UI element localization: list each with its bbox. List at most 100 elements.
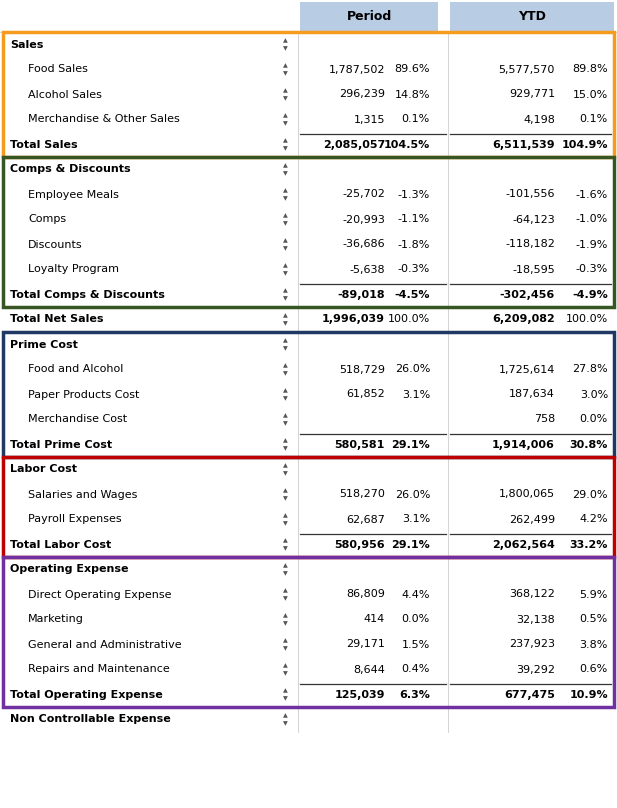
Text: -4.9%: -4.9% <box>572 289 608 300</box>
Text: ▲: ▲ <box>283 238 288 243</box>
Text: ▼: ▼ <box>283 46 288 51</box>
Text: Alcohol Sales: Alcohol Sales <box>28 90 102 99</box>
Text: 580,956: 580,956 <box>334 540 385 549</box>
Text: ▼: ▼ <box>283 321 288 326</box>
Text: 1,996,039: 1,996,039 <box>322 314 385 325</box>
Text: ▲: ▲ <box>283 438 288 443</box>
Text: -20,993: -20,993 <box>342 214 385 225</box>
Text: 100.0%: 100.0% <box>566 314 608 325</box>
Text: ▲: ▲ <box>283 463 288 468</box>
Text: ▼: ▼ <box>283 496 288 501</box>
Text: Marketing: Marketing <box>28 615 84 625</box>
Text: 62,687: 62,687 <box>346 515 385 524</box>
Text: -89,018: -89,018 <box>337 289 385 300</box>
Text: 15.0%: 15.0% <box>573 90 608 99</box>
Text: -0.3%: -0.3% <box>576 264 608 275</box>
Text: 1,315: 1,315 <box>354 115 385 124</box>
Text: ▲: ▲ <box>283 388 288 393</box>
Bar <box>3 457 614 557</box>
Text: ▼: ▼ <box>283 271 288 276</box>
Text: Discounts: Discounts <box>28 239 83 250</box>
Text: 0.0%: 0.0% <box>402 615 430 625</box>
Text: 0.1%: 0.1% <box>580 115 608 124</box>
Text: 518,729: 518,729 <box>339 364 385 374</box>
Text: 8,644: 8,644 <box>353 664 385 675</box>
Text: 86,809: 86,809 <box>346 590 385 600</box>
Text: 5.9%: 5.9% <box>579 590 608 600</box>
Text: 0.1%: 0.1% <box>402 115 430 124</box>
Text: -1.1%: -1.1% <box>398 214 430 225</box>
Text: Operating Expense: Operating Expense <box>10 565 128 574</box>
Text: 237,923: 237,923 <box>509 639 555 650</box>
Text: 0.6%: 0.6% <box>580 664 608 675</box>
Text: ▼: ▼ <box>283 246 288 251</box>
Text: -1.0%: -1.0% <box>576 214 608 225</box>
Text: Repairs and Maintenance: Repairs and Maintenance <box>28 664 170 675</box>
Text: ▲: ▲ <box>283 188 288 193</box>
Text: ▲: ▲ <box>283 663 288 668</box>
Text: 4,198: 4,198 <box>523 115 555 124</box>
Bar <box>300 2 438 32</box>
Text: ▼: ▼ <box>283 396 288 401</box>
Text: 296,239: 296,239 <box>339 90 385 99</box>
Text: 414: 414 <box>364 615 385 625</box>
Text: ▼: ▼ <box>283 371 288 376</box>
Text: General and Administrative: General and Administrative <box>28 639 181 650</box>
Text: Employee Meals: Employee Meals <box>28 190 119 200</box>
Text: 1,725,614: 1,725,614 <box>499 364 555 374</box>
Text: ▲: ▲ <box>283 488 288 493</box>
Text: ▼: ▼ <box>283 621 288 626</box>
Text: ▲: ▲ <box>283 363 288 368</box>
Text: 3.1%: 3.1% <box>402 389 430 399</box>
Text: 1,787,502: 1,787,502 <box>328 65 385 74</box>
Text: 5,577,570: 5,577,570 <box>499 65 555 74</box>
Text: 32,138: 32,138 <box>516 615 555 625</box>
Text: -118,182: -118,182 <box>505 239 555 250</box>
Text: 1,914,006: 1,914,006 <box>492 440 555 449</box>
Text: 29.0%: 29.0% <box>573 490 608 499</box>
Text: 29.1%: 29.1% <box>391 540 430 549</box>
Text: ▼: ▼ <box>283 521 288 526</box>
Text: Salaries and Wages: Salaries and Wages <box>28 490 138 499</box>
Text: ▲: ▲ <box>283 288 288 293</box>
Text: -5,638: -5,638 <box>349 264 385 275</box>
Text: 29.1%: 29.1% <box>391 440 430 449</box>
Text: 1,800,065: 1,800,065 <box>499 490 555 499</box>
Text: ▲: ▲ <box>283 538 288 543</box>
Text: 2,062,564: 2,062,564 <box>492 540 555 549</box>
Text: ▲: ▲ <box>283 88 288 93</box>
Text: 758: 758 <box>534 415 555 424</box>
Text: -18,595: -18,595 <box>512 264 555 275</box>
Text: Merchandise Cost: Merchandise Cost <box>28 415 127 424</box>
Text: 4.4%: 4.4% <box>402 590 430 600</box>
Text: ▲: ▲ <box>283 263 288 268</box>
Bar <box>450 2 614 32</box>
Text: -0.3%: -0.3% <box>398 264 430 275</box>
Text: 4.2%: 4.2% <box>579 515 608 524</box>
Text: ▲: ▲ <box>283 338 288 343</box>
Text: ▼: ▼ <box>283 96 288 101</box>
Text: ▼: ▼ <box>283 346 288 351</box>
Text: ▲: ▲ <box>283 163 288 168</box>
Text: ▼: ▼ <box>283 421 288 426</box>
Text: -4.5%: -4.5% <box>394 289 430 300</box>
Text: YTD: YTD <box>518 11 546 23</box>
Text: Food and Alcohol: Food and Alcohol <box>28 364 123 374</box>
Text: ▼: ▼ <box>283 71 288 76</box>
Text: Sales: Sales <box>10 40 43 49</box>
Text: 30.8%: 30.8% <box>569 440 608 449</box>
Text: 3.1%: 3.1% <box>402 515 430 524</box>
Text: 39,292: 39,292 <box>516 664 555 675</box>
Text: Food Sales: Food Sales <box>28 65 88 74</box>
Text: 2,085,057: 2,085,057 <box>323 140 385 149</box>
Text: ▲: ▲ <box>283 513 288 518</box>
Text: ▲: ▲ <box>283 713 288 718</box>
Text: -25,702: -25,702 <box>342 190 385 200</box>
Bar <box>3 32 614 157</box>
Text: Total Operating Expense: Total Operating Expense <box>10 689 163 700</box>
Text: ▼: ▼ <box>283 646 288 651</box>
Text: ▼: ▼ <box>283 696 288 701</box>
Text: Total Sales: Total Sales <box>10 140 78 149</box>
Text: ▼: ▼ <box>283 546 288 551</box>
Text: 6.3%: 6.3% <box>399 689 430 700</box>
